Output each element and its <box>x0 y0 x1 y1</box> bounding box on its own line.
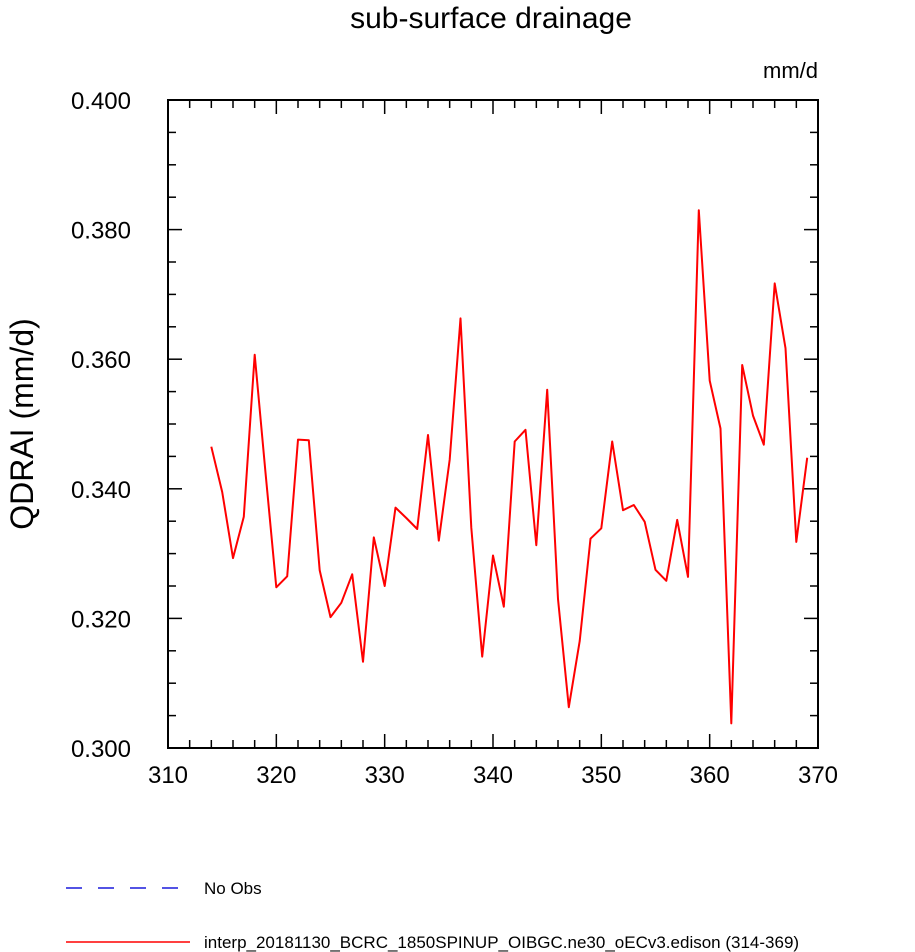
y-tick-label: 0.360 <box>71 347 131 374</box>
y-tick-label: 0.320 <box>71 606 131 633</box>
y-axis-label: QDRAI (mm/d) <box>4 318 40 530</box>
x-tick-label: 310 <box>148 762 188 789</box>
chart-title: sub-surface drainage <box>350 2 632 35</box>
legend-label: No Obs <box>204 879 262 898</box>
series-line <box>210 209 809 725</box>
axis-tick-labels: 310 320 330 340 350 360 370 0.300 0.320 0.340 0.36… <box>71 88 838 789</box>
x-tick-label: 330 <box>365 762 405 789</box>
x-tick-label: 340 <box>473 762 513 789</box>
units-label: mm/d <box>763 58 818 83</box>
y-tick-label: 0.300 <box>71 736 131 763</box>
x-tick-label: 350 <box>581 762 621 789</box>
x-tick-label: 320 <box>256 762 296 789</box>
plot-frame <box>167 99 819 749</box>
y-tick-label: 0.400 <box>71 88 131 115</box>
x-tick-label: 360 <box>690 762 730 789</box>
legend-label: interp_20181130_BCRC_1850SPINUP_OIBGC.ne… <box>204 933 799 952</box>
y-tick-label: 0.380 <box>71 218 131 245</box>
legend: No Obs interp_20181130_BCRC_1850SPINUP_OI… <box>66 879 799 952</box>
x-tick-label: 370 <box>798 762 838 789</box>
y-tick-label: 0.340 <box>71 477 131 504</box>
series-layer <box>210 209 809 725</box>
